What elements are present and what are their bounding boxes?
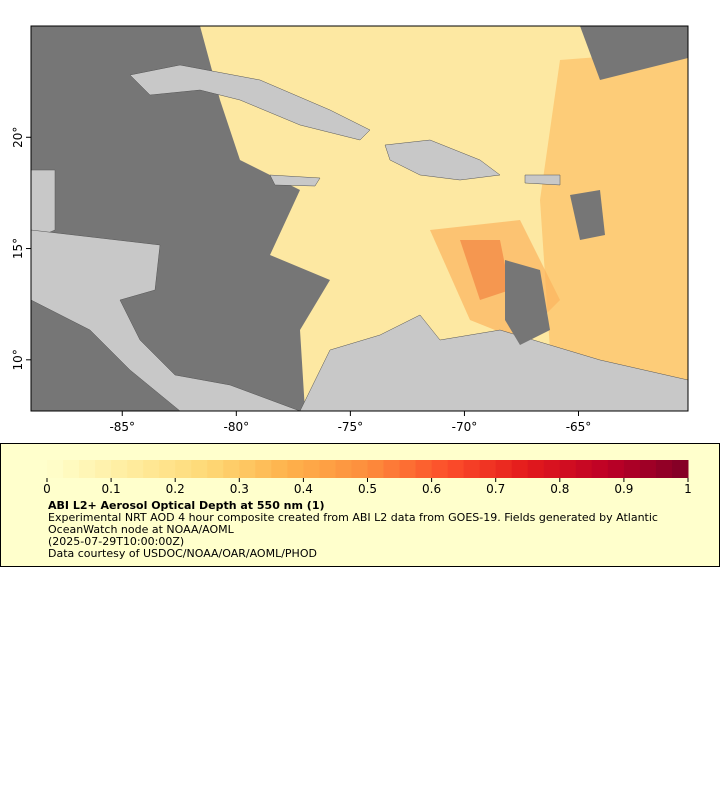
lake-maracaibo: [505, 260, 550, 345]
x-tick-label: -70°: [452, 420, 478, 434]
colorbar-step: [63, 460, 80, 478]
colorbar-step: [383, 460, 401, 478]
colorbar-tick-label: 0.2: [166, 482, 185, 496]
colorbar-step: [271, 460, 288, 478]
colorbar-step: [351, 460, 368, 478]
colorbar-tick-label: 0.9: [614, 482, 633, 496]
map-area: [31, 26, 688, 411]
yucatan: [31, 169, 56, 241]
colorbar-step: [335, 460, 352, 478]
colorbar-step: [367, 460, 385, 478]
aerosol-field: [460, 240, 510, 300]
colorbar-step: [431, 460, 449, 478]
colorbar-step: [255, 460, 272, 478]
cuba: [129, 64, 371, 141]
colorbar-step: [399, 460, 417, 478]
colorbar-step: [239, 460, 256, 478]
x-tick-label: -65°: [566, 420, 592, 434]
colorbar-tick-label: 0: [43, 482, 51, 496]
y-tick-label: 10°: [11, 349, 25, 370]
x-tick-label: -80°: [224, 420, 250, 434]
colorbar-step: [591, 460, 609, 478]
y-tick-label: 20°: [11, 127, 25, 148]
aerosol-field: [540, 50, 688, 400]
no-data: [580, 26, 688, 80]
colorbar-step: [191, 460, 208, 478]
colorbar-step: [479, 460, 497, 478]
colorbar-tick-label: 0.1: [102, 482, 121, 496]
colorbar-step: [319, 460, 336, 478]
colorbar-step: [607, 460, 625, 478]
colorbar-step: [559, 460, 577, 478]
colorbar-step: [143, 460, 160, 478]
colorbar-step: [95, 460, 112, 478]
colorbar-step: [207, 460, 224, 478]
colorbar-step: [223, 460, 240, 478]
colorbar-step: [495, 460, 513, 478]
colorbar-step: [639, 460, 657, 478]
legend-description: Experimental NRT AOD 4 hour composite cr…: [48, 511, 658, 536]
colorbar-step: [415, 460, 433, 478]
map-frame: [30, 25, 689, 412]
colorbar-tick-label: 0.8: [550, 482, 569, 496]
central-america: [31, 229, 301, 411]
jamaica: [269, 174, 321, 187]
colorbar-tick-label: 1: [684, 482, 692, 496]
colorbar-step: [447, 460, 465, 478]
colorbar-step: [671, 460, 689, 478]
colorbar-step: [111, 460, 128, 478]
colorbar-step: [127, 460, 144, 478]
colorbar-tick-label: 0.5: [358, 482, 377, 496]
colorbar-step: [511, 460, 529, 478]
colorbar-step: [159, 460, 176, 478]
colorbar-step: [575, 460, 593, 478]
colorbar-step: [543, 460, 561, 478]
legend-text: ABI L2+ Aerosol Optical Depth at 550 nm …: [48, 500, 698, 560]
colorbar-step: [303, 460, 320, 478]
colorbar-step: [655, 460, 673, 478]
x-tick-label: -75°: [338, 420, 364, 434]
colorbar-step: [623, 460, 641, 478]
legend-credit: Data courtesy of USDOC/NOAA/OAR/AOML/PHO…: [48, 547, 317, 560]
colorbar-step: [79, 460, 96, 478]
colorbar-step: [527, 460, 545, 478]
puerto-rico: [524, 174, 561, 186]
colorbar-tick-label: 0.4: [294, 482, 313, 496]
colorbar-step: [47, 460, 64, 478]
colorbar-step: [463, 460, 481, 478]
colorbar-tick-label: 0.3: [230, 482, 249, 496]
legend-timestamp: (2025-07-29T10:00:00Z): [48, 535, 185, 548]
south-america: [299, 314, 688, 411]
hispaniola: [384, 139, 501, 181]
colorbar-tick-label: 0.7: [486, 482, 505, 496]
colorbar-step: [175, 460, 192, 478]
x-tick-label: -85°: [109, 420, 135, 434]
colorbar-step: [287, 460, 304, 478]
no-data: [570, 190, 605, 240]
colorbar-tick-label: 0.6: [422, 482, 441, 496]
y-tick-label: 15°: [11, 238, 25, 259]
legend-title: ABI L2+ Aerosol Optical Depth at 550 nm …: [48, 499, 325, 512]
